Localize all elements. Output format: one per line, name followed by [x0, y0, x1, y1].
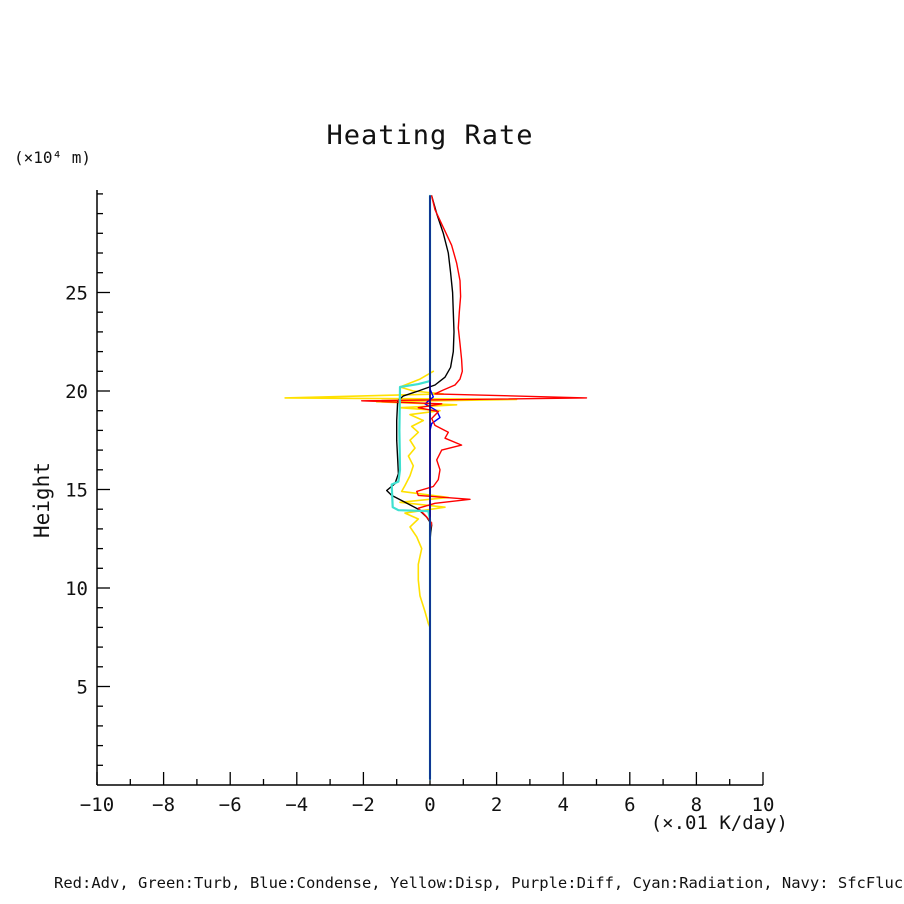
- x-tick-label: −10: [80, 794, 114, 816]
- series-disp: [284, 370, 518, 629]
- series-total: [386, 195, 455, 638]
- y-tick-label: 20: [65, 381, 88, 403]
- x-tick-label: 2: [491, 794, 502, 816]
- y-tick-label: 5: [77, 677, 88, 699]
- y-tick-label: 15: [65, 480, 88, 502]
- y-axis-unit-label: (×10⁴ m): [14, 148, 92, 167]
- y-tick-label: 10: [65, 578, 88, 600]
- x-tick-label: 4: [557, 794, 568, 816]
- x-tick-label: −2: [352, 794, 375, 816]
- series-radiation: [390, 194, 432, 781]
- legend-note: Red:Adv, Green:Turb, Blue:Condense, Yell…: [54, 874, 904, 892]
- series-adv: [361, 195, 588, 540]
- x-tick-label: −4: [285, 794, 308, 816]
- x-tick-label: 10: [752, 794, 775, 816]
- series-condense: [424, 195, 441, 780]
- x-tick-label: 0: [424, 794, 435, 816]
- x-tick-label: 6: [624, 794, 635, 816]
- x-tick-label: −8: [152, 794, 175, 816]
- x-tick-label: 8: [691, 794, 702, 816]
- chart-title: Heating Rate: [326, 120, 534, 151]
- y-tick-label: 25: [65, 283, 88, 305]
- x-axis-label: (×.01 K/day): [650, 812, 788, 834]
- x-tick-label: −6: [219, 794, 242, 816]
